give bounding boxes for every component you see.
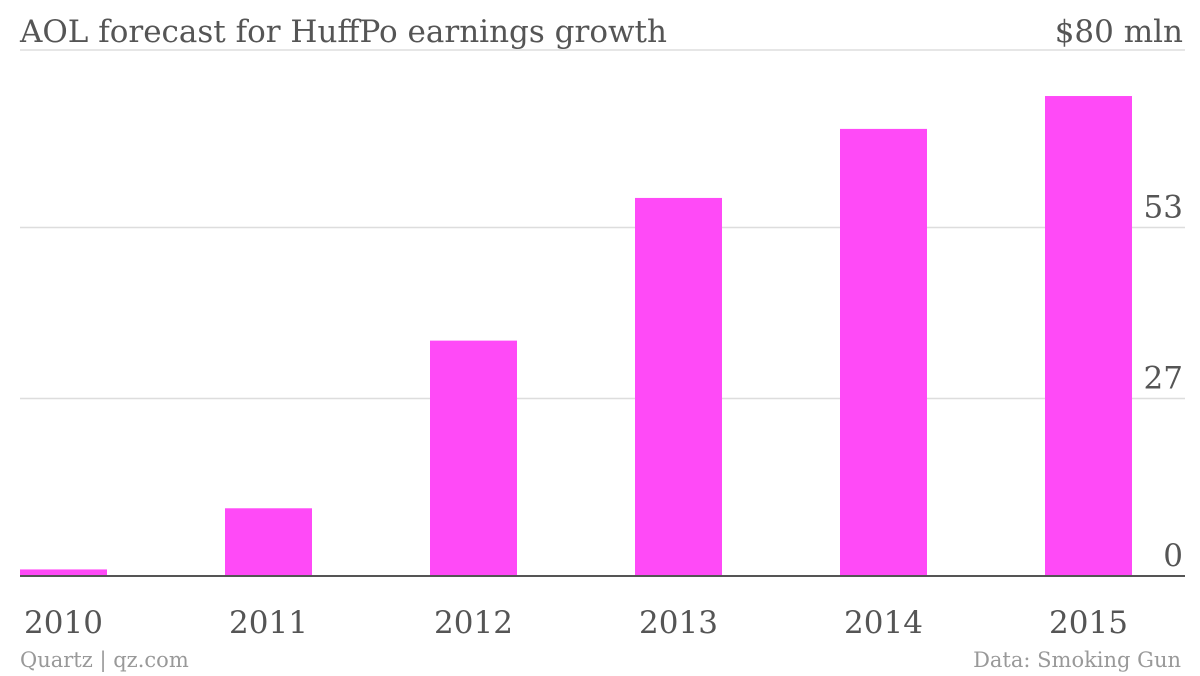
bar-2014	[840, 128, 927, 576]
y-tick-label: 27	[1144, 360, 1183, 396]
x-tick-labels: 2010 2011 2012 2013 2014 2015	[24, 605, 1128, 641]
x-tick-label: 2010	[24, 605, 103, 641]
gridlines	[20, 49, 1185, 400]
x-tick-label: 2011	[229, 605, 308, 641]
bar-2015	[1045, 96, 1132, 577]
data-source: Data: Smoking Gun	[973, 648, 1181, 672]
y-tick-label: 0	[1163, 538, 1183, 574]
bar-2013	[635, 197, 722, 576]
bar-2011	[225, 508, 312, 576]
y-axis-max-label: $80 mln	[1055, 14, 1183, 50]
x-tick-label: 2014	[844, 605, 923, 641]
x-tick-label: 2015	[1049, 605, 1128, 641]
y-tick-label: 53	[1144, 190, 1183, 226]
chart-title: AOL forecast for HuffPo earnings growth	[19, 14, 667, 50]
source-credit: Quartz | qz.com	[20, 648, 189, 673]
x-tick-label: 2013	[639, 605, 718, 641]
y-tick-labels: 0 27 53	[1144, 190, 1183, 574]
x-tick-label: 2012	[434, 605, 513, 641]
bar-2012	[430, 340, 517, 576]
bars	[20, 96, 1132, 577]
bar-2010	[20, 569, 107, 576]
